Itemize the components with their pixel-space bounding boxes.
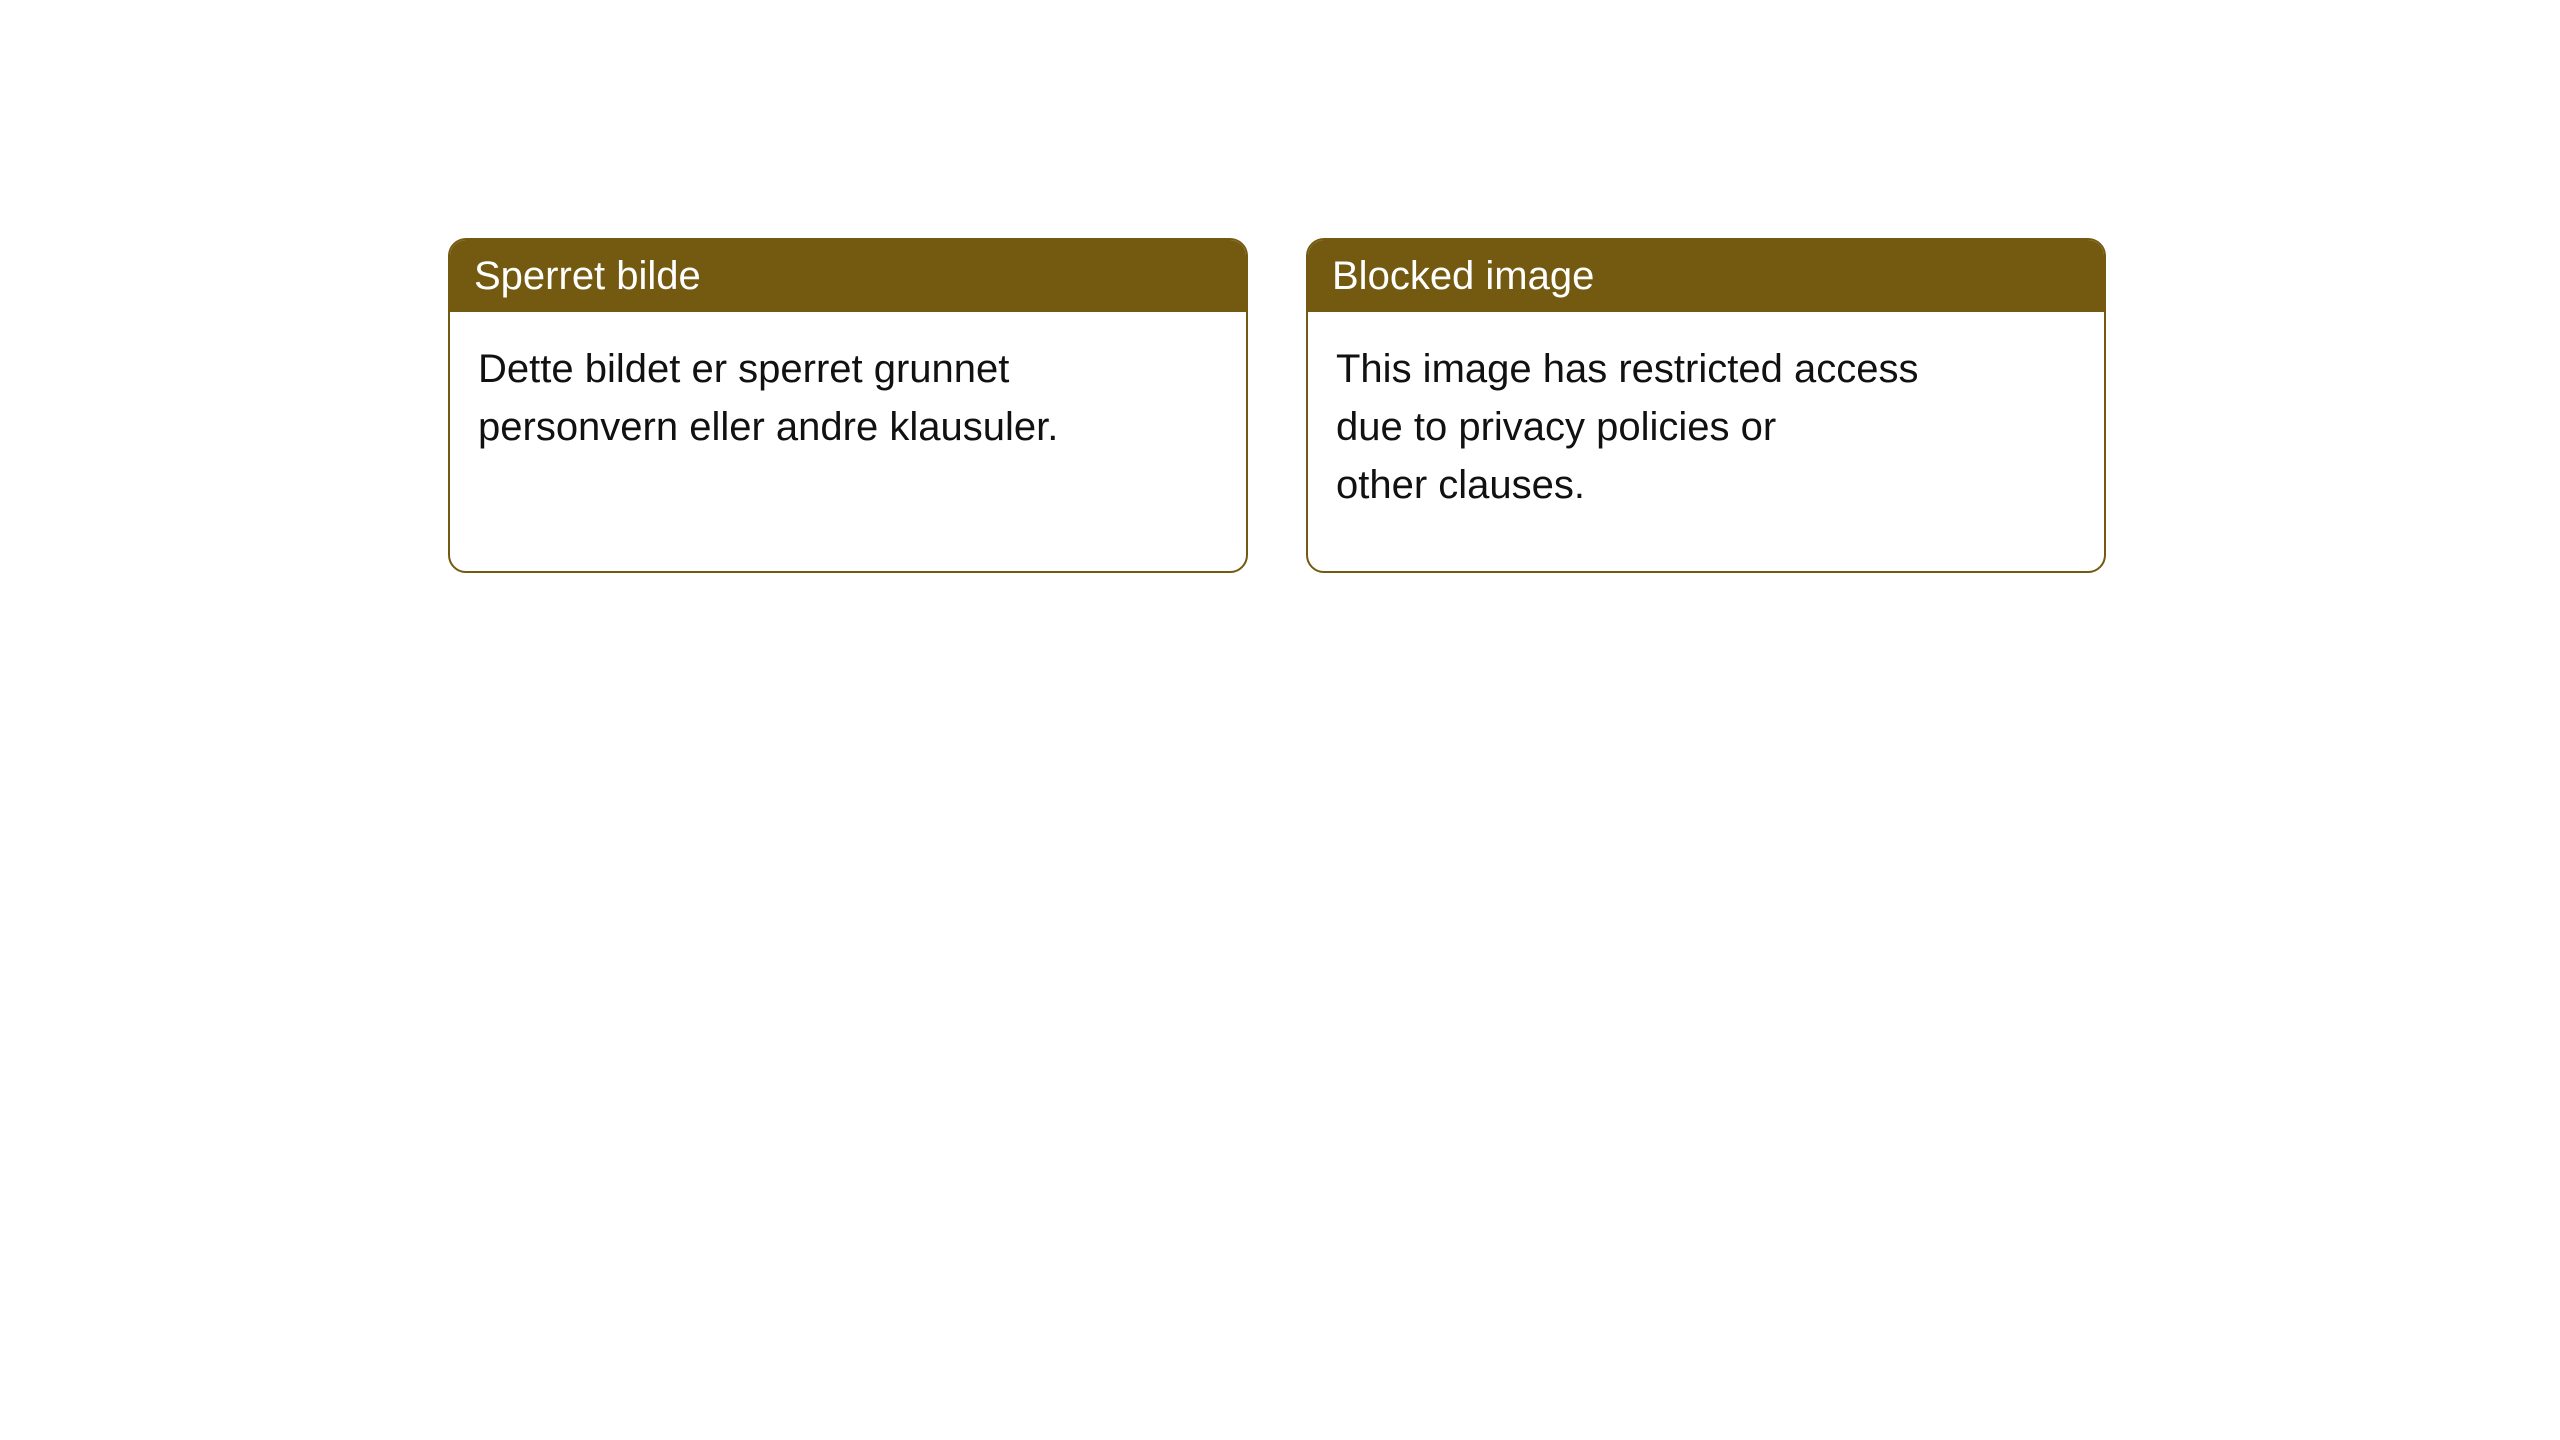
notice-card-title: Sperret bilde xyxy=(450,240,1246,312)
page-canvas: Sperret bilde Dette bildet er sperret gr… xyxy=(0,0,2560,1440)
notice-card-body: This image has restricted access due to … xyxy=(1308,312,2104,542)
notice-card-no: Sperret bilde Dette bildet er sperret gr… xyxy=(448,238,1248,573)
notice-card-body: Dette bildet er sperret grunnet personve… xyxy=(450,312,1246,484)
notice-card-en: Blocked image This image has restricted … xyxy=(1306,238,2106,573)
notice-card-title: Blocked image xyxy=(1308,240,2104,312)
